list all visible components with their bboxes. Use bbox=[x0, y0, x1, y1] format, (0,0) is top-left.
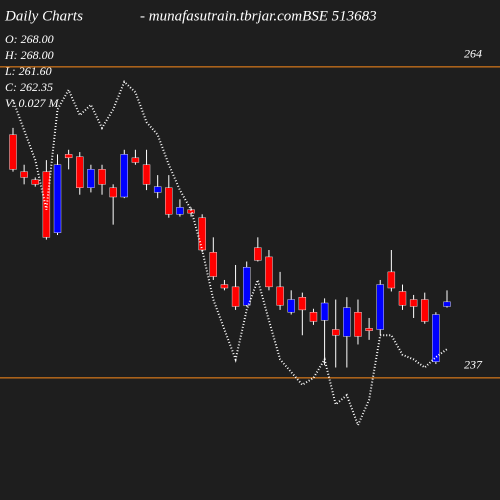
candle-body bbox=[9, 134, 17, 170]
candle-body bbox=[287, 299, 295, 313]
candle-body bbox=[198, 217, 206, 251]
y-tick-label: 237 bbox=[464, 358, 483, 372]
candle-body bbox=[332, 329, 340, 336]
candle-body bbox=[343, 307, 351, 337]
candle-body bbox=[231, 286, 240, 307]
chart-title: Daily Charts bbox=[4, 8, 83, 24]
candle-body bbox=[409, 299, 418, 307]
overlay-line bbox=[12, 80, 448, 428]
candle-body bbox=[443, 301, 451, 307]
candle-body bbox=[276, 286, 284, 306]
candle-body bbox=[242, 267, 251, 306]
candle-body bbox=[320, 302, 329, 321]
candle-body bbox=[153, 186, 162, 193]
candle-body bbox=[87, 169, 95, 188]
candle-body bbox=[131, 157, 140, 163]
candle-body bbox=[176, 207, 184, 215]
info-low: L: 261.60 bbox=[4, 64, 52, 78]
candle-body bbox=[209, 252, 218, 277]
candle-body bbox=[398, 291, 407, 306]
candle-body bbox=[432, 314, 440, 362]
info-volume: V: 0.027 M bbox=[5, 96, 60, 110]
candle-body bbox=[20, 171, 28, 178]
candle-body bbox=[98, 169, 106, 185]
candle-body bbox=[120, 154, 128, 198]
candle-body bbox=[165, 187, 173, 215]
candle-body bbox=[298, 297, 307, 311]
candle-body bbox=[53, 164, 62, 233]
info-high: H: 268.00 bbox=[4, 48, 54, 62]
chart-subtitle: - munafasutrain.tbrjar.comBSE 513683 bbox=[140, 8, 377, 24]
candle-body bbox=[421, 299, 429, 322]
candle-body bbox=[109, 187, 117, 198]
candle-body bbox=[142, 164, 151, 185]
candle-body bbox=[42, 171, 51, 238]
info-close: C: 262.35 bbox=[5, 80, 53, 94]
y-tick-label: 264 bbox=[464, 47, 482, 61]
candle-body bbox=[354, 312, 362, 337]
candle-body bbox=[309, 312, 318, 322]
candle-body bbox=[387, 271, 396, 289]
candle-body bbox=[265, 256, 273, 288]
info-open: O: 268.00 bbox=[5, 32, 54, 46]
candle-body bbox=[254, 247, 262, 261]
candle-body bbox=[376, 284, 384, 330]
candle-body bbox=[76, 156, 84, 188]
candle-body bbox=[64, 154, 73, 159]
candle-body bbox=[220, 284, 229, 289]
candle-body bbox=[31, 179, 39, 185]
candle-body bbox=[365, 328, 373, 331]
